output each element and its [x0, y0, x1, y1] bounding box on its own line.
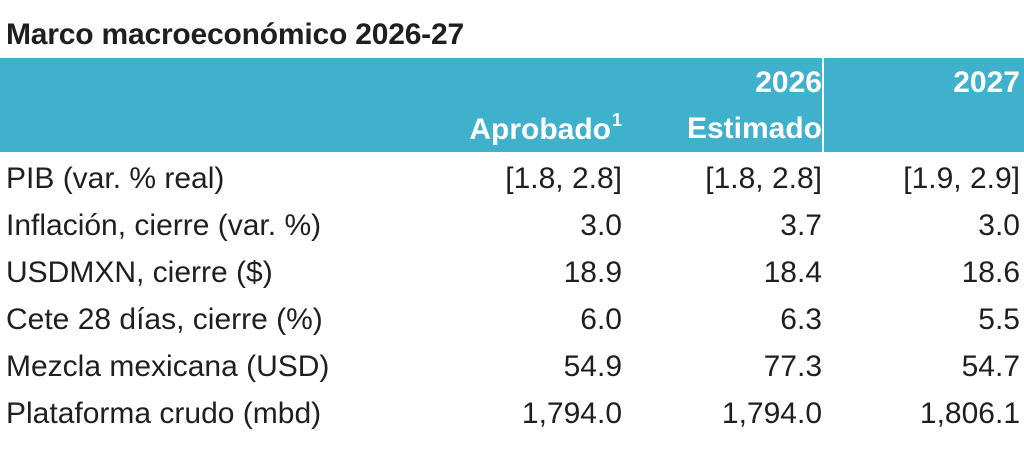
cell-aprobado: [1.8, 2.8]	[505, 162, 622, 195]
cell-2027: [1.9, 2.9]	[903, 162, 1020, 195]
cell-aprobado: 54.9	[563, 350, 622, 383]
cell-estimado: 1,794.0	[721, 397, 822, 430]
header-year-2027: 2027	[953, 66, 1020, 99]
header-aprobado-label: Aprobado	[469, 113, 611, 146]
row-label: Cete 28 días, cierre (%)	[6, 303, 323, 336]
row-label: USDMXN, cierre ($)	[6, 256, 273, 289]
header-year-2026: 2026	[755, 66, 822, 99]
header-aprobado-footnote: 1	[611, 110, 622, 130]
table-row: Cete 28 días, cierre (%) 6.0 6.3 5.5	[0, 296, 1024, 344]
table-header-band	[0, 58, 1024, 152]
cell-aprobado: 18.9	[563, 256, 622, 289]
header-divider-2026	[822, 58, 824, 152]
header-aprobado: Aprobado1	[469, 110, 622, 147]
table-row: Inflación, cierre (var. %) 3.0 3.7 3.0	[0, 202, 1024, 250]
cell-estimado: 3.7	[780, 209, 822, 242]
cell-estimado: 77.3	[763, 350, 822, 383]
cell-2027: 18.6	[961, 256, 1020, 289]
table-row: USDMXN, cierre ($) 18.9 18.4 18.6	[0, 249, 1024, 297]
table-row: Mezcla mexicana (USD) 54.9 77.3 54.7	[0, 343, 1024, 391]
row-label: Plataforma crudo (mbd)	[6, 397, 322, 430]
header-estimado: Estimado	[686, 112, 822, 145]
row-label: Mezcla mexicana (USD)	[6, 350, 330, 383]
cell-2027: 54.7	[961, 350, 1020, 383]
cell-aprobado: 3.0	[580, 209, 622, 242]
cell-2027: 5.5	[978, 303, 1020, 336]
row-label: Inflación, cierre (var. %)	[6, 209, 322, 242]
table-row: Plataforma crudo (mbd) 1,794.0 1,794.0 1…	[0, 390, 1024, 438]
cell-estimado: 18.4	[763, 256, 822, 289]
cell-2027: 1,806.1	[919, 397, 1020, 430]
table-row: PIB (var. % real) [1.8, 2.8] [1.8, 2.8] …	[0, 155, 1024, 203]
cell-estimado: 6.3	[780, 303, 822, 336]
row-label: PIB (var. % real)	[6, 162, 225, 195]
page-title: Marco macroeconómico 2026-27	[6, 18, 464, 51]
cell-estimado: [1.8, 2.8]	[705, 162, 822, 195]
cell-aprobado: 1,794.0	[521, 397, 622, 430]
cell-2027: 3.0	[978, 209, 1020, 242]
cell-aprobado: 6.0	[580, 303, 622, 336]
